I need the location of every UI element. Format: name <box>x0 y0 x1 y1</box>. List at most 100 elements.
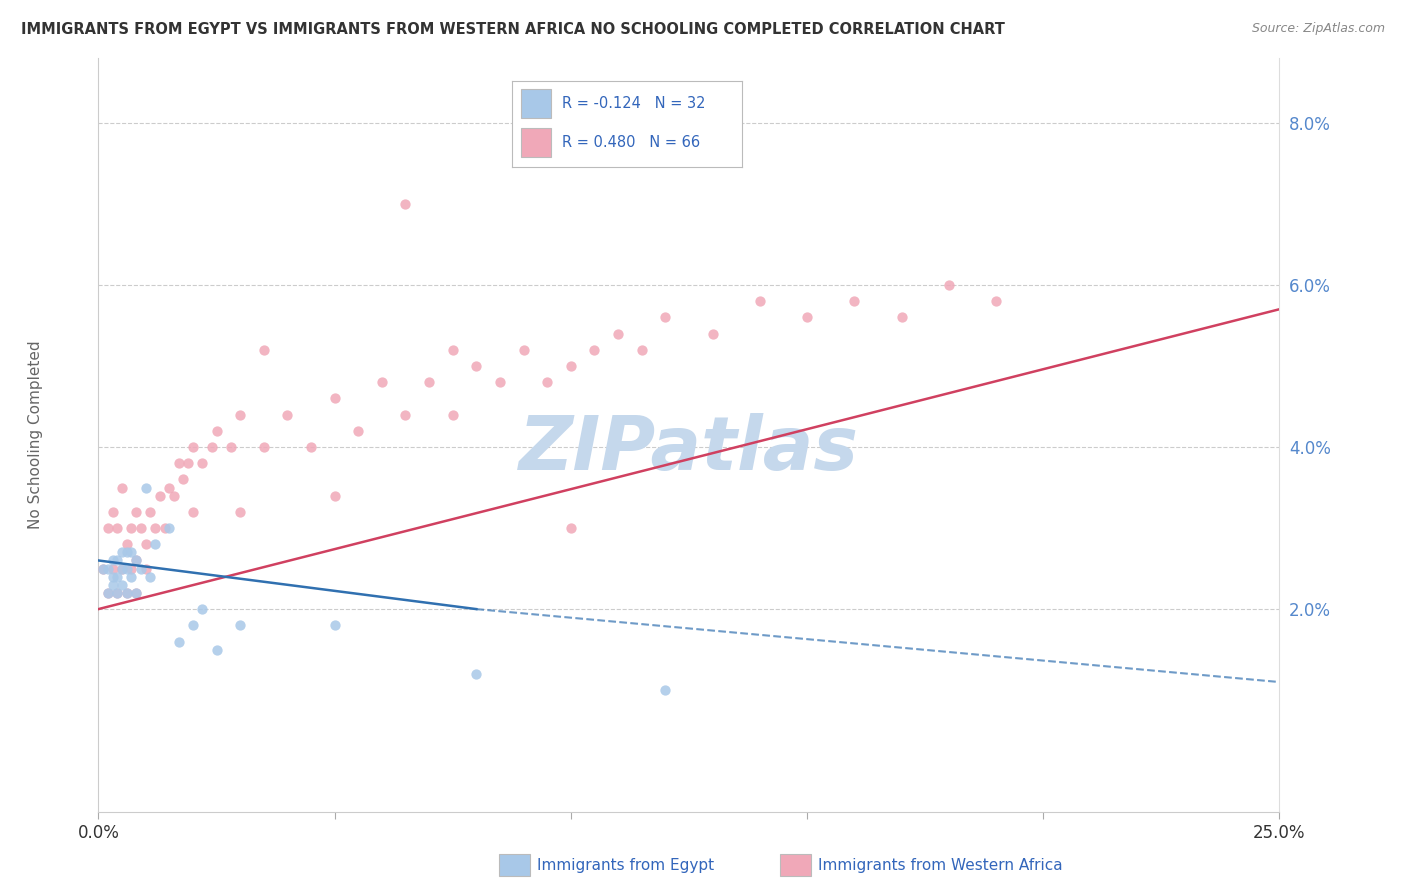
Point <box>465 359 488 373</box>
Text: Immigrants from Egypt: Immigrants from Egypt <box>537 858 714 872</box>
Point <box>157 481 180 495</box>
Point <box>129 521 152 535</box>
Point <box>890 310 912 325</box>
Point <box>299 440 322 454</box>
Point <box>371 375 394 389</box>
Point <box>105 553 128 567</box>
Point <box>607 326 630 341</box>
Point <box>938 277 960 292</box>
Point <box>844 294 866 309</box>
Point <box>157 521 180 535</box>
Point <box>153 521 176 535</box>
Point <box>135 561 157 575</box>
Point <box>125 505 148 519</box>
Point <box>111 561 134 575</box>
Text: Source: ZipAtlas.com: Source: ZipAtlas.com <box>1251 22 1385 36</box>
Point <box>105 570 128 584</box>
Point <box>181 440 204 454</box>
Point <box>105 521 128 535</box>
Point <box>465 667 488 681</box>
Point <box>441 408 464 422</box>
Point <box>323 489 346 503</box>
Point <box>97 586 120 600</box>
Point <box>167 456 190 470</box>
Point <box>125 553 148 567</box>
Point <box>229 618 252 632</box>
Point <box>177 456 200 470</box>
Text: Immigrants from Western Africa: Immigrants from Western Africa <box>818 858 1063 872</box>
Point <box>201 440 224 454</box>
Point <box>111 545 134 559</box>
Point <box>654 310 676 325</box>
Point <box>101 570 124 584</box>
Point <box>796 310 818 325</box>
Point <box>394 408 416 422</box>
Point <box>101 561 124 575</box>
Point <box>253 343 276 357</box>
Point <box>115 537 138 551</box>
Point <box>181 618 204 632</box>
Point <box>654 683 676 698</box>
Point <box>418 375 440 389</box>
Point <box>191 602 214 616</box>
Point <box>121 521 143 535</box>
Point <box>91 561 114 575</box>
Point <box>97 561 120 575</box>
Point <box>149 489 172 503</box>
Point <box>91 561 114 575</box>
Point <box>101 578 124 592</box>
Point <box>163 489 186 503</box>
Text: IMMIGRANTS FROM EGYPT VS IMMIGRANTS FROM WESTERN AFRICA NO SCHOOLING COMPLETED C: IMMIGRANTS FROM EGYPT VS IMMIGRANTS FROM… <box>21 22 1005 37</box>
Point <box>139 505 162 519</box>
Point <box>101 505 124 519</box>
Y-axis label: No Schooling Completed: No Schooling Completed <box>28 341 42 529</box>
Point <box>229 505 252 519</box>
Point <box>205 642 228 657</box>
Point <box>125 586 148 600</box>
Point <box>560 521 582 535</box>
Point <box>167 634 190 648</box>
Point <box>347 424 370 438</box>
Point <box>143 521 166 535</box>
Point <box>441 343 464 357</box>
Point <box>276 408 298 422</box>
Point <box>111 561 134 575</box>
Point <box>323 618 346 632</box>
Point <box>191 456 214 470</box>
Point <box>105 586 128 600</box>
Point <box>101 553 124 567</box>
Point <box>702 326 724 341</box>
Point <box>583 343 606 357</box>
Point <box>129 561 152 575</box>
Point <box>97 521 120 535</box>
Point <box>172 472 194 486</box>
Point <box>219 440 242 454</box>
Point <box>143 537 166 551</box>
Point <box>229 408 252 422</box>
Point <box>253 440 276 454</box>
Point <box>630 343 652 357</box>
Point <box>512 343 534 357</box>
Point <box>489 375 512 389</box>
Point <box>115 586 138 600</box>
Point <box>115 586 138 600</box>
Point <box>984 294 1007 309</box>
Point <box>205 424 228 438</box>
Point <box>536 375 558 389</box>
Point <box>105 586 128 600</box>
Point <box>135 481 157 495</box>
Point <box>115 545 138 559</box>
Point <box>181 505 204 519</box>
Text: ZIPatlas: ZIPatlas <box>519 413 859 486</box>
Point <box>111 481 134 495</box>
Point <box>121 570 143 584</box>
Point <box>125 586 148 600</box>
Point <box>323 392 346 406</box>
Point <box>121 561 143 575</box>
Point <box>125 553 148 567</box>
Point <box>560 359 582 373</box>
Point <box>135 537 157 551</box>
Point <box>748 294 770 309</box>
Point <box>115 561 138 575</box>
Point <box>139 570 162 584</box>
